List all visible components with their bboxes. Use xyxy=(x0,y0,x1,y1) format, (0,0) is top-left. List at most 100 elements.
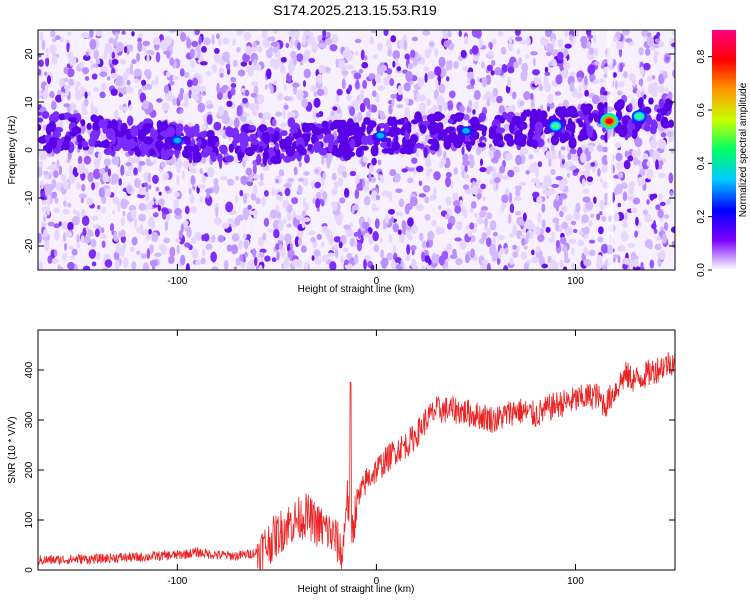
spectrogram-cell xyxy=(65,87,69,97)
spectrogram-cell xyxy=(331,34,339,44)
spectrogram-cell xyxy=(396,66,402,72)
spectrogram-cell xyxy=(421,251,426,262)
spectrogram-cell xyxy=(190,206,198,214)
spectrogram-cell xyxy=(155,186,160,192)
spectrogram-cell xyxy=(516,216,522,226)
spectrogram-cell xyxy=(600,243,609,254)
spectrogram-cell xyxy=(572,228,578,234)
spectrogram-cell xyxy=(399,233,405,244)
spectrogram-cell xyxy=(489,42,493,50)
spectrogram-cell xyxy=(97,205,101,210)
spectrogram-cell xyxy=(63,77,69,82)
spectrogram-cell xyxy=(60,91,65,101)
spectrogram-cell xyxy=(537,233,545,243)
spectrogram-cell xyxy=(456,221,463,231)
spectrogram-cell xyxy=(296,89,304,101)
spectrogram-cell xyxy=(407,234,413,241)
spectrogram-cell xyxy=(90,60,94,71)
spectrogram-cell xyxy=(478,37,483,49)
spectrogram-cell xyxy=(507,66,515,74)
spectrogram-cell xyxy=(427,71,435,80)
spectrogram-cell xyxy=(201,123,207,132)
spectrogram-cell xyxy=(424,157,432,168)
spectrogram-cell xyxy=(133,78,140,84)
spectrogram-cell xyxy=(380,249,385,259)
spectrogram-cell xyxy=(202,175,206,184)
spectrogram-cell xyxy=(76,234,80,244)
spectrogram-cell xyxy=(273,228,280,239)
spectrogram-cell xyxy=(149,50,155,56)
spectrogram-cell xyxy=(288,30,295,38)
spectrogram-cell xyxy=(577,76,583,83)
spectrogram-ridge-cell xyxy=(626,122,636,131)
spectrogram-cell xyxy=(473,56,479,62)
spectrogram-cell xyxy=(459,239,467,251)
spectrogram-cell xyxy=(580,152,587,163)
spectrogram-cell xyxy=(149,244,155,252)
spectrogram-cell xyxy=(315,112,321,118)
spectrogram-cell xyxy=(126,79,131,86)
spectrogram-cell xyxy=(486,98,491,107)
spectrogram-cell xyxy=(560,47,565,53)
spectrogram-cell xyxy=(443,101,448,112)
spectrogram-cell xyxy=(662,71,668,80)
spectrogram-cell xyxy=(514,185,523,191)
spectrogram-cell xyxy=(168,30,177,33)
spectrogram-cell xyxy=(349,106,356,117)
spectrogram-cell xyxy=(296,42,301,51)
spectrogram-ridge-cell xyxy=(475,132,480,138)
spectrogram-cell xyxy=(393,172,401,183)
spectrogram-cell xyxy=(465,253,470,264)
spectrogram-ridge-cell xyxy=(495,127,505,134)
spectrogram-cell xyxy=(183,100,189,108)
spectrogram-cell xyxy=(191,248,199,259)
spectrogram-cell xyxy=(431,252,438,264)
spectrogram-cell xyxy=(379,111,386,120)
spectrogram-cell xyxy=(372,54,379,59)
spectrogram-cell xyxy=(337,177,344,187)
spectrogram-cell xyxy=(381,190,387,197)
spectrogram-cell xyxy=(99,234,107,240)
spectrogram-cell xyxy=(82,109,88,116)
spectrogram-cell xyxy=(109,63,114,69)
spectrogram-cell xyxy=(192,77,199,87)
spectrogram-cell xyxy=(407,167,415,172)
spectrogram-cell xyxy=(248,103,256,111)
spectrogram-cell xyxy=(542,189,551,195)
spectrogram-cell xyxy=(596,259,603,270)
spectrogram-ridge-cell xyxy=(603,102,609,108)
spectrogram-cell xyxy=(95,251,101,260)
spectrogram-cell xyxy=(129,246,135,253)
spectrogram-cell xyxy=(667,130,673,138)
spectrogram-cell xyxy=(421,56,426,65)
spectrogram-cell xyxy=(314,181,321,189)
spectrogram-ridge-cell xyxy=(71,126,82,135)
spectrogram-cell xyxy=(238,239,243,250)
spectrogram-cell xyxy=(336,88,343,96)
spectrogram-cell xyxy=(38,104,42,109)
spectrogram-cell xyxy=(49,44,57,55)
spectrogram-cell xyxy=(360,49,365,61)
snr-y-label: SNR (10 * V/V) xyxy=(7,416,18,483)
spectrogram-cell xyxy=(646,168,654,180)
spectrogram-cell xyxy=(454,237,462,242)
spectrogram-cell xyxy=(546,105,551,112)
spectrogram-cell xyxy=(424,49,431,59)
spectrogram-cell xyxy=(379,174,385,184)
spectrogram-ridge-cell xyxy=(496,141,504,148)
spectrogram-cell xyxy=(68,173,76,184)
spectrogram-cell xyxy=(645,48,651,56)
spectrogram-cell xyxy=(354,189,360,200)
spectrogram-cell xyxy=(407,63,414,70)
spectrogram-cell xyxy=(369,36,375,45)
spectrogram-cell xyxy=(654,243,662,251)
spectrogram-hotspot xyxy=(635,113,643,120)
spectrogram-cell xyxy=(551,231,555,240)
spectrogram-cell xyxy=(293,30,300,40)
spectrogram-cell xyxy=(651,90,658,97)
spectrogram-cell xyxy=(244,213,249,221)
spectrogram-cell xyxy=(644,213,652,223)
spectrogram-cell xyxy=(275,178,279,184)
spectrogram-cell xyxy=(321,241,325,248)
